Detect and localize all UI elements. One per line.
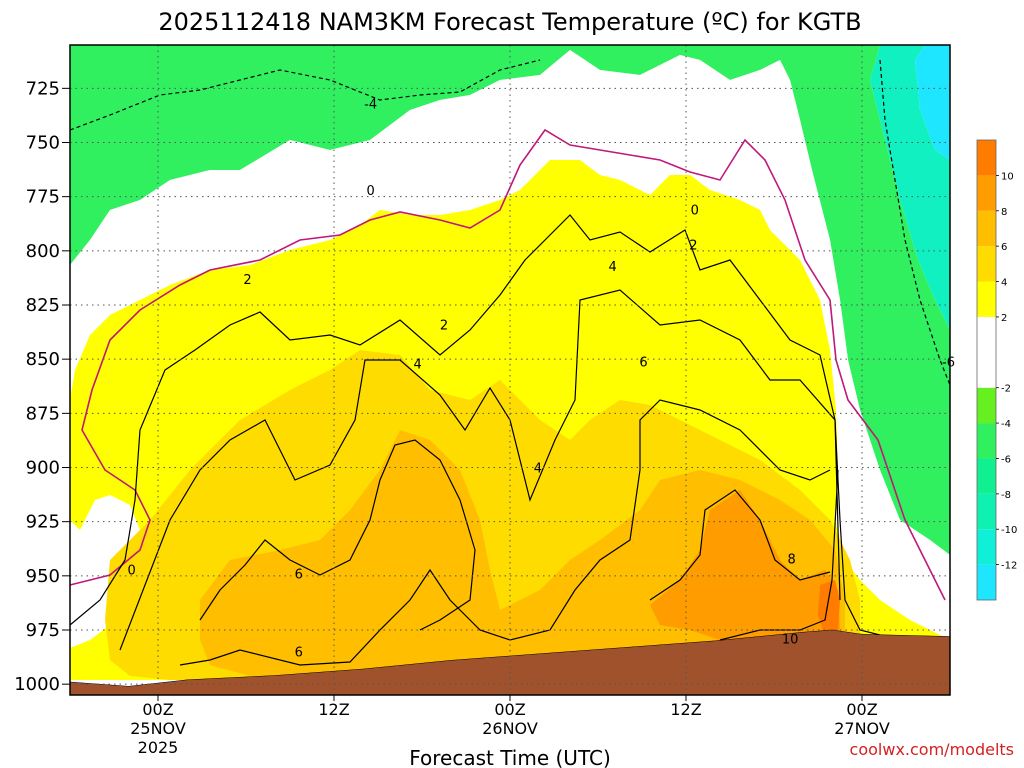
colorbar-swatch [977,281,996,317]
contour-label: 8 [787,553,795,568]
plot-area: -4 0 0 2 2 2 4 4 4 6 -6 6 6 0 8 10 [69,44,955,696]
colorbar-tick-label: -10 [1001,525,1017,536]
contour-label: 4 [534,462,542,477]
contour-label: 6 [295,568,303,583]
y-tick-label: 875 [26,403,60,424]
x-tick-label: 25NOV [130,719,186,738]
contour-label: 0 [691,204,699,219]
colorbar-swatch [977,458,996,494]
contour-label: 2 [440,319,448,334]
y-axis: 725 750 775 800 825 850 875 900 925 950 975 1000 [14,78,70,695]
colorbar-tick-label: -6 [1001,454,1011,465]
y-tick-label: 750 [26,133,60,154]
colorbar-tick-label: 10 [1001,171,1014,182]
contour-label: 10 [782,633,799,648]
temperature-contours [69,59,951,666]
contour-label: -6 [942,355,955,370]
temp-fill-plus-8-to-plus-10 [650,490,840,645]
contour-minus-4 [69,59,541,131]
colorbar-tick-label: 8 [1001,207,1007,218]
x-tick-label: 00Z [846,700,877,719]
contour-plus-4 [119,289,841,651]
contour-plus-6-left [199,439,476,631]
x-tick-label: 26NOV [482,719,538,738]
temp-fill-minus-10-to-minus-6 [870,45,950,330]
contour-label: 2 [243,273,251,288]
x-tick-label: 00Z [142,700,173,719]
contour-label: 6 [639,355,647,370]
contour-label: 0 [127,563,135,578]
temp-fill-below-minus-10 [915,45,950,160]
y-tick-label: 850 [26,349,60,370]
colorbar-border [976,139,997,601]
colorbar-tick-label: 6 [1001,242,1007,253]
colorbar-swatch [977,316,996,388]
colorbar-swatch [977,564,996,600]
x-tick-label: 27NOV [834,719,890,738]
colorbar-swatch [977,210,996,247]
colorbar-swatch [977,246,996,282]
x-axis-title: Forecast Time (UTC) [409,746,611,768]
y-tick-label: 825 [26,295,60,316]
colorbar-tick-label: -4 [1001,419,1011,430]
contour-plus-10 [719,469,839,641]
y-tick-label: 925 [26,512,60,533]
contour-zero [69,128,946,601]
y-tick-label: 1000 [14,674,60,695]
y-tick-label: 775 [26,187,60,208]
colorbar-swatch [977,423,996,459]
contour-label: 6 [295,646,303,661]
temp-fill-minus-2-to-plus-2 [70,50,950,648]
grid-lines [70,45,950,695]
colorbar-swatch [977,140,996,176]
y-tick-label: 800 [26,241,60,262]
contour-label: 4 [609,260,617,275]
colorbar-tick-label: -12 [1001,561,1017,572]
colorbar-swatch [977,387,996,424]
contour-plus-2 [69,214,936,646]
colorbar-swatch [977,175,996,211]
colorbar-tick-label: -8 [1001,490,1011,501]
temp-fill-above-plus-10 [818,580,840,636]
x-tick-label: 12Z [318,700,349,719]
x-tick-label: 2025 [138,738,179,757]
colorbar-tick-label: 2 [1001,313,1007,324]
colorbar: 10 8 6 4 2 -2 -4 -6 -8 -10 -12 [976,139,1017,601]
contour-label: 4 [413,358,421,373]
colorbar-tick-label: 4 [1001,278,1007,289]
x-tick-label: 00Z [494,700,525,719]
x-tick-label: 12Z [670,700,701,719]
credit-link[interactable]: coolwx.com/modelts [850,740,1014,759]
contour-plus-8 [649,489,831,601]
contour-label: -4 [364,98,377,113]
colorbar-tick-label: -2 [1001,384,1011,395]
contour-label: 2 [689,238,697,253]
y-tick-label: 725 [26,78,60,99]
chart-title: 2025112418 NAM3KM Forecast Temperature (… [158,8,861,36]
colorbar-swatch [977,493,996,530]
y-tick-label: 900 [26,458,60,479]
y-tick-label: 975 [26,620,60,641]
y-tick-label: 950 [26,566,60,587]
contour-labels: -4 0 0 2 2 2 4 4 4 6 -6 6 6 0 8 10 [127,98,955,661]
colorbar-swatch [977,529,996,565]
contour-label: 0 [367,184,375,199]
